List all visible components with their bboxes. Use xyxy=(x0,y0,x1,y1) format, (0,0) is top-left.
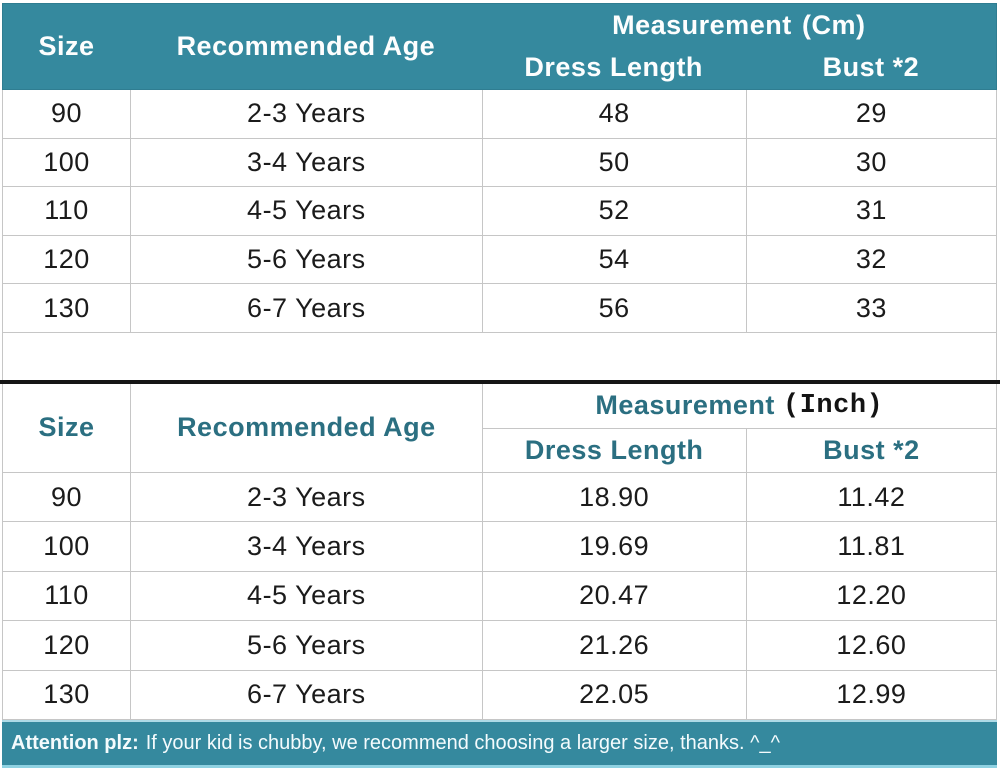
bust-header: Bust *2 xyxy=(745,428,996,472)
dress-length-cell: 19.69 xyxy=(481,522,746,571)
age-cell: 5-6 Years xyxy=(130,621,482,670)
attention-text: If your kid is chubby, we recommend choo… xyxy=(145,731,780,754)
dress-length-cell: 54 xyxy=(481,235,746,284)
table-row: 130 6-7 Years 56 33 xyxy=(2,284,997,333)
dress-length-cell: 18.90 xyxy=(481,472,746,522)
table-row: 110 4-5 Years 20.47 12.20 xyxy=(2,571,997,622)
unit-cm-label: (Cm) xyxy=(801,9,866,40)
size-header: Size xyxy=(38,412,95,443)
size-cell: 130 xyxy=(43,679,90,710)
dress-length-cell: 21.26 xyxy=(481,621,746,670)
dress-length-cell: 48 xyxy=(481,90,746,138)
size-cell: 90 xyxy=(51,98,83,129)
age-cell: 6-7 Years xyxy=(130,284,482,332)
table-row: 120 5-6 Years 21.26 12.60 xyxy=(2,621,997,671)
table-inch: Size Recommended Age Measurement (Inch) … xyxy=(2,383,997,720)
size-cell: 130 xyxy=(43,292,90,323)
bust-cell: 30 xyxy=(745,138,996,187)
dress-length-cell: 22.05 xyxy=(481,670,746,719)
table-inch-header: Size Recommended Age Measurement (Inch) … xyxy=(2,383,997,473)
unit-inch-label: (Inch) xyxy=(783,390,884,421)
table-row: 90 2-3 Years 18.90 11.42 xyxy=(2,472,997,523)
table-row: 130 6-7 Years 22.05 12.99 xyxy=(2,670,997,720)
bust-cell: 32 xyxy=(745,235,996,284)
table-separator xyxy=(0,379,1000,384)
table-row: 110 4-5 Years 52 31 xyxy=(2,187,997,236)
bust-cell: 29 xyxy=(745,90,996,138)
age-cell: 4-5 Years xyxy=(130,187,482,235)
size-cell: 100 xyxy=(43,146,90,177)
measurement-cm-header: Measurement (Cm) xyxy=(482,4,996,46)
bust-cell: 12.60 xyxy=(745,621,996,670)
table-row: 90 2-3 Years 48 29 xyxy=(2,90,997,139)
dress-length-cell: 50 xyxy=(481,138,746,187)
age-header: Recommended Age xyxy=(130,383,482,472)
bust-cell: 12.99 xyxy=(745,670,996,719)
age-cell: 2-3 Years xyxy=(130,472,482,522)
age-header: Recommended Age xyxy=(176,31,436,61)
bust-cell: 11.42 xyxy=(745,472,996,522)
attention-label: Attention plz: xyxy=(11,731,139,754)
size-cell: 120 xyxy=(43,629,90,660)
measurement-label: Measurement xyxy=(595,390,775,421)
table-cm: Size Recommended Age Measurement (Cm) Dr… xyxy=(2,3,997,333)
measurement-inch-header: Measurement (Inch) xyxy=(481,383,996,429)
size-cell: 100 xyxy=(43,531,90,562)
table-row: 100 3-4 Years 19.69 11.81 xyxy=(2,522,997,572)
table-cm-header: Size Recommended Age Measurement (Cm) Dr… xyxy=(2,3,997,90)
age-cell: 5-6 Years xyxy=(130,235,482,284)
table-row: 120 5-6 Years 54 32 xyxy=(2,235,997,285)
size-cell: 120 xyxy=(43,244,90,275)
size-cell: 90 xyxy=(51,481,83,512)
measurement-label: Measurement xyxy=(612,9,792,40)
bust-cell: 31 xyxy=(745,187,996,235)
size-cell: 110 xyxy=(44,580,89,611)
age-cell: 4-5 Years xyxy=(130,571,482,621)
dress-length-cell: 20.47 xyxy=(481,571,746,621)
age-cell: 3-4 Years xyxy=(130,522,482,571)
bust-cell: 12.20 xyxy=(745,571,996,621)
dress-length-cell: 52 xyxy=(481,187,746,235)
age-cell: 6-7 Years xyxy=(130,670,482,719)
bust-header: Bust *2 xyxy=(822,52,920,82)
dress-length-header: Dress Length xyxy=(524,52,703,82)
age-cell: 2-3 Years xyxy=(130,90,482,138)
age-cell: 3-4 Years xyxy=(130,138,482,187)
attention-note: Attention plz: If your kid is chubby, we… xyxy=(2,719,997,768)
dress-length-cell: 56 xyxy=(481,284,746,332)
bust-cell: 11.81 xyxy=(745,522,996,571)
size-cell: 110 xyxy=(44,195,89,226)
bust-cell: 33 xyxy=(745,284,996,332)
table-row: 100 3-4 Years 50 30 xyxy=(2,138,997,188)
table-gap xyxy=(2,332,997,380)
dress-length-header: Dress Length xyxy=(481,428,746,472)
size-header: Size xyxy=(38,31,95,61)
